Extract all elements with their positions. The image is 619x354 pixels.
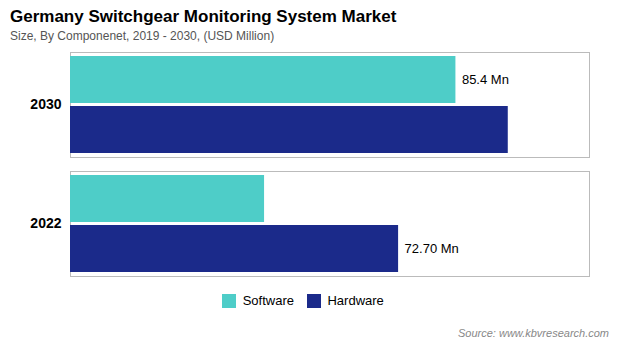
svg-text:85.4 Mn: 85.4 Mn: [462, 72, 509, 87]
html-text:Germany Switchgear Monitoring: Germany Switchgear Monitoring System Mar…: [10, 7, 397, 26]
html-text:Size, By Componenet, 2019 - 20: Size, By Componenet, 2019 - 2030, (USD M…: [10, 29, 275, 43]
html-text:Source: www.kbvresearch.com: Source: www.kbvresearch.com: [458, 326, 609, 339]
svg-text:2030: 2030: [30, 96, 61, 112]
html-text:Software: Software: [242, 293, 294, 308]
html-text:Hardware: Hardware: [327, 293, 384, 308]
svg-text:72.70 Mn: 72.70 Mn: [405, 241, 459, 256]
svg-text:2022: 2022: [30, 215, 61, 231]
